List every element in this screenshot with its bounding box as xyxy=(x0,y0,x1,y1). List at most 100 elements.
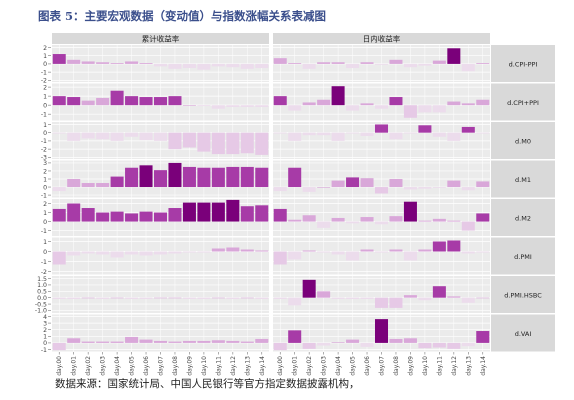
bar xyxy=(226,132,240,155)
bar xyxy=(110,297,124,299)
bar xyxy=(346,132,360,134)
bar xyxy=(110,132,124,141)
bar xyxy=(81,341,95,343)
bar xyxy=(125,213,139,222)
bar xyxy=(447,101,461,106)
bar xyxy=(331,297,345,299)
bar xyxy=(226,166,240,188)
bar xyxy=(67,132,81,141)
bar xyxy=(240,249,254,252)
y-tick-label: 2 xyxy=(43,201,47,208)
y-tick-label: -1 xyxy=(41,111,47,118)
bar xyxy=(255,63,269,69)
y-tick-label: 0 xyxy=(43,102,47,109)
bar xyxy=(374,105,389,109)
bar xyxy=(432,241,446,252)
bar xyxy=(418,342,432,349)
bar xyxy=(447,180,461,188)
bar xyxy=(403,295,417,298)
bar xyxy=(317,221,331,228)
bar xyxy=(153,251,168,255)
bar xyxy=(389,179,403,188)
bar xyxy=(125,251,139,255)
y-tick-label: 1 xyxy=(43,176,47,183)
bar xyxy=(226,340,240,343)
bar xyxy=(226,105,240,107)
bar xyxy=(255,250,269,252)
bar xyxy=(96,251,110,255)
bar xyxy=(182,251,196,253)
bar xyxy=(302,215,316,222)
bar xyxy=(168,208,182,222)
y-tick-label: 1 xyxy=(43,93,47,100)
bar xyxy=(110,63,124,64)
bar xyxy=(476,63,490,64)
bar xyxy=(96,341,110,343)
bar xyxy=(240,297,254,299)
bar xyxy=(182,202,196,222)
bar xyxy=(52,251,66,265)
x-tick-label: day.13 xyxy=(244,356,251,376)
bar xyxy=(211,248,225,252)
bar xyxy=(125,96,139,106)
bar xyxy=(240,206,254,222)
bar xyxy=(302,342,316,349)
y-tick-label: 4 xyxy=(43,314,47,321)
bar xyxy=(317,187,331,188)
y-tick-label: -1 xyxy=(41,347,47,354)
y-tick-label: 3 xyxy=(43,160,47,167)
bar xyxy=(432,286,446,298)
bar xyxy=(273,96,287,106)
y-tick-label: 2 xyxy=(43,168,47,175)
bar xyxy=(255,338,269,343)
bar xyxy=(360,217,374,222)
bar xyxy=(273,58,287,64)
y-tick-label: 0 xyxy=(43,249,47,256)
row-strip xyxy=(491,83,555,121)
bar xyxy=(360,249,374,252)
row-strip xyxy=(491,122,555,159)
y-tick-label: 1 xyxy=(43,122,47,129)
bar xyxy=(476,297,490,299)
bar xyxy=(52,297,66,299)
bar xyxy=(197,63,211,70)
y-tick-label: 2 xyxy=(43,84,47,91)
bar xyxy=(476,181,490,188)
bar xyxy=(211,340,225,343)
row-strip-label: d.M2 xyxy=(515,215,531,223)
x-tick-label: day.14 xyxy=(480,356,487,376)
y-tick-label: -1 xyxy=(41,69,47,76)
bar xyxy=(52,96,66,106)
y-tick-label: -1 xyxy=(41,192,47,199)
bar xyxy=(182,63,196,69)
x-tick-label: day.00 xyxy=(56,356,63,376)
column-strip xyxy=(273,33,490,44)
bar xyxy=(153,340,168,343)
bar xyxy=(211,202,225,222)
bar xyxy=(331,342,345,343)
bar xyxy=(273,251,287,265)
bar xyxy=(418,220,432,222)
bar xyxy=(288,251,302,260)
bar xyxy=(403,338,417,343)
row-strip xyxy=(491,160,555,198)
bar xyxy=(360,103,374,106)
bar xyxy=(197,251,211,253)
x-tick-label: day.10 xyxy=(201,356,208,376)
bar xyxy=(389,297,403,308)
bar xyxy=(273,187,287,192)
bar xyxy=(302,187,316,192)
bar xyxy=(374,187,389,194)
bar xyxy=(240,132,254,154)
bar xyxy=(153,97,168,106)
bar xyxy=(168,341,182,343)
bar xyxy=(447,220,461,222)
bar xyxy=(125,61,139,64)
x-tick-label: day.03 xyxy=(100,356,107,376)
bar xyxy=(346,339,360,343)
x-tick-label: day.11 xyxy=(436,356,443,376)
x-tick-label: day.12 xyxy=(451,356,458,376)
x-tick-label: day.11 xyxy=(215,356,222,376)
bar xyxy=(255,167,269,188)
bar xyxy=(139,165,153,188)
